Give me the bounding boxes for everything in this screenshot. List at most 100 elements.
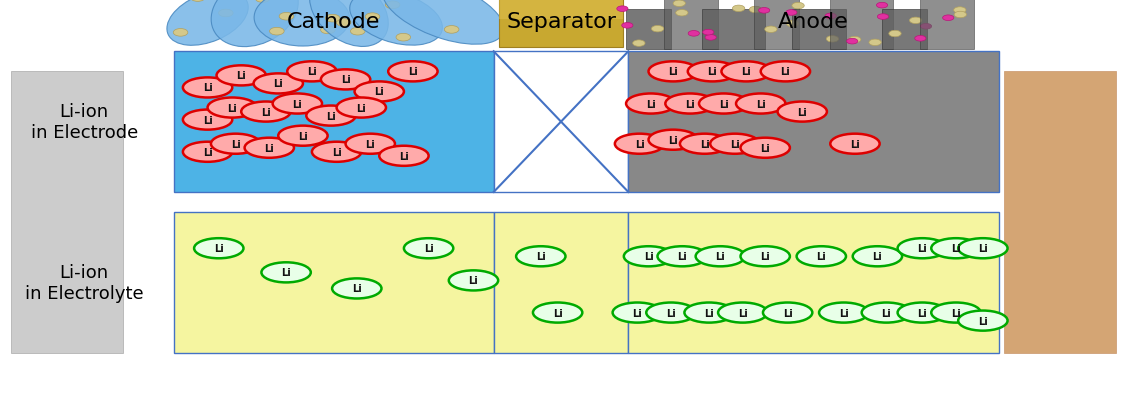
Ellipse shape xyxy=(646,303,696,323)
Ellipse shape xyxy=(346,134,395,154)
Text: Li: Li xyxy=(873,252,882,261)
Ellipse shape xyxy=(337,20,351,27)
Text: Li: Li xyxy=(399,152,408,161)
Text: Li: Li xyxy=(756,99,765,109)
Ellipse shape xyxy=(862,303,911,323)
Text: Li: Li xyxy=(783,308,792,318)
Ellipse shape xyxy=(826,36,838,43)
Ellipse shape xyxy=(388,62,438,82)
Ellipse shape xyxy=(847,39,858,45)
Bar xyxy=(1004,72,1116,353)
Ellipse shape xyxy=(931,303,981,323)
Text: Li: Li xyxy=(850,140,859,149)
Ellipse shape xyxy=(733,6,745,12)
Ellipse shape xyxy=(269,28,284,36)
Ellipse shape xyxy=(279,13,294,21)
Text: Li: Li xyxy=(553,308,562,318)
Text: Li: Li xyxy=(231,140,240,149)
Text: Li: Li xyxy=(951,308,960,318)
Ellipse shape xyxy=(194,239,243,259)
Ellipse shape xyxy=(673,1,686,8)
Ellipse shape xyxy=(261,263,311,283)
Ellipse shape xyxy=(792,3,804,10)
Ellipse shape xyxy=(350,28,365,36)
Ellipse shape xyxy=(958,239,1008,259)
Text: Li: Li xyxy=(761,144,770,153)
Ellipse shape xyxy=(718,303,767,323)
Text: Li: Li xyxy=(716,252,725,261)
Text: Li: Li xyxy=(357,103,366,113)
Text: Li: Li xyxy=(228,103,237,113)
Ellipse shape xyxy=(954,8,966,14)
Text: Li: Li xyxy=(274,79,283,89)
Ellipse shape xyxy=(167,0,248,46)
Ellipse shape xyxy=(931,239,981,259)
Text: Li-ion
in Electrolyte: Li-ion in Electrolyte xyxy=(25,263,144,302)
Ellipse shape xyxy=(705,35,716,41)
Ellipse shape xyxy=(191,0,205,2)
Ellipse shape xyxy=(208,98,257,118)
Ellipse shape xyxy=(404,239,453,259)
Text: Li: Li xyxy=(882,308,891,318)
Ellipse shape xyxy=(350,0,442,46)
Bar xyxy=(499,0,623,48)
Ellipse shape xyxy=(254,74,303,94)
Ellipse shape xyxy=(624,247,673,267)
Ellipse shape xyxy=(310,0,388,47)
Ellipse shape xyxy=(383,0,504,45)
Bar xyxy=(174,213,494,353)
Ellipse shape xyxy=(942,16,954,22)
Bar xyxy=(830,0,893,50)
Text: Li: Li xyxy=(839,308,848,318)
Text: Li: Li xyxy=(798,107,807,117)
Ellipse shape xyxy=(615,134,664,154)
Ellipse shape xyxy=(173,29,187,37)
Text: Li: Li xyxy=(307,67,316,77)
Ellipse shape xyxy=(898,239,947,259)
Ellipse shape xyxy=(657,247,707,267)
Ellipse shape xyxy=(649,130,698,150)
Ellipse shape xyxy=(332,279,381,299)
Text: Li: Li xyxy=(635,140,644,149)
Ellipse shape xyxy=(825,14,836,20)
Ellipse shape xyxy=(254,0,350,47)
Text: Li: Li xyxy=(298,132,307,141)
Text: Li: Li xyxy=(761,252,770,261)
Ellipse shape xyxy=(778,102,827,122)
Text: Li: Li xyxy=(678,252,687,261)
Text: Li: Li xyxy=(918,244,927,253)
Bar xyxy=(920,0,974,50)
Ellipse shape xyxy=(211,0,298,47)
Ellipse shape xyxy=(287,62,337,82)
Text: Li: Li xyxy=(646,99,655,109)
Ellipse shape xyxy=(273,94,322,114)
Ellipse shape xyxy=(321,70,370,90)
Text: Li-ion
in Electrode: Li-ion in Electrode xyxy=(30,103,138,142)
Text: Li: Li xyxy=(633,308,642,318)
Text: Cathode: Cathode xyxy=(287,12,380,32)
Ellipse shape xyxy=(736,94,785,114)
Ellipse shape xyxy=(183,110,232,130)
Text: Li: Li xyxy=(203,83,212,93)
Ellipse shape xyxy=(219,10,233,18)
Text: Li: Li xyxy=(469,276,478,286)
Ellipse shape xyxy=(183,78,232,98)
Ellipse shape xyxy=(763,303,812,323)
Ellipse shape xyxy=(819,303,868,323)
Text: Li: Li xyxy=(265,144,274,153)
Text: Li: Li xyxy=(424,244,433,253)
Ellipse shape xyxy=(312,142,361,162)
Ellipse shape xyxy=(853,247,902,267)
Text: Li: Li xyxy=(686,99,695,109)
Ellipse shape xyxy=(325,15,340,23)
Bar xyxy=(882,10,927,50)
Text: Li: Li xyxy=(536,252,545,261)
Bar xyxy=(626,10,671,50)
Ellipse shape xyxy=(396,34,411,42)
Text: Li: Li xyxy=(742,67,751,77)
Bar xyxy=(664,0,718,50)
Text: Li: Li xyxy=(375,87,384,97)
Ellipse shape xyxy=(385,2,399,10)
Text: Li: Li xyxy=(366,140,375,149)
Ellipse shape xyxy=(910,18,922,24)
